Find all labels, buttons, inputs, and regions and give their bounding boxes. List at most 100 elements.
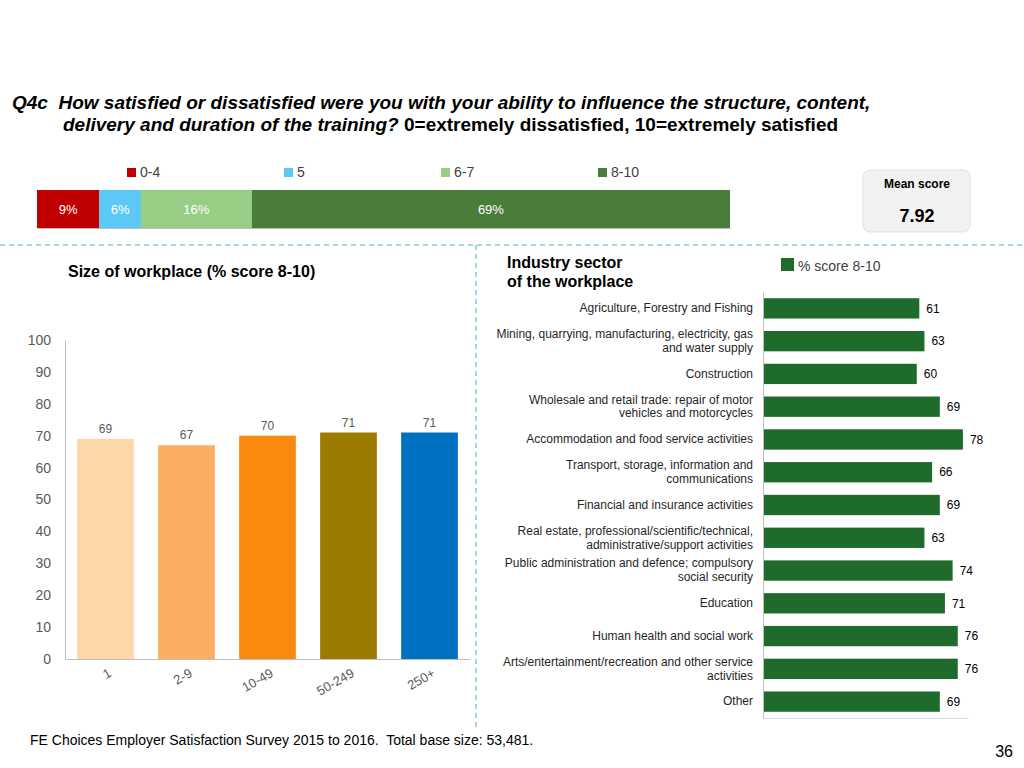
tick: 10 (35, 619, 65, 635)
text-line: Human health and social work (592, 629, 754, 643)
data-label: 16% (183, 202, 209, 217)
bars (77, 433, 458, 659)
tick: Other (723, 694, 763, 708)
bar (239, 436, 296, 659)
page-number: 36 (995, 743, 1013, 760)
data-label: 78 (970, 433, 984, 447)
tick: 60 (35, 460, 65, 476)
text-line: Real estate, professional/scientific/tec… (518, 524, 753, 538)
tick-label: Mining, quarrying, manufacturing, electr… (496, 327, 753, 355)
legend-label: 0-4 (140, 164, 160, 180)
text-line: of the workplace (507, 273, 633, 290)
tick-label: Construction (686, 367, 753, 381)
bar (320, 433, 377, 659)
tick-label: 50-249 (314, 665, 357, 698)
legend-label: 5 (297, 164, 305, 180)
data-label: 66 (939, 465, 953, 479)
text-line: Financial and insurance activities (577, 498, 753, 512)
bar (763, 560, 953, 580)
chart-title: Size of workplace (% score 8-10) (68, 263, 315, 280)
bar (763, 397, 940, 417)
tick-label: 1 (100, 665, 114, 682)
tick: 250+ (405, 659, 438, 693)
tick-label: Agriculture, Forestry and Fishing (580, 301, 753, 315)
data-labels: 6967707171 (99, 416, 437, 443)
bar (763, 429, 963, 449)
tick-label: Transport, storage, information andcommu… (566, 458, 753, 486)
tick: 1 (100, 659, 114, 682)
bar (401, 433, 458, 659)
data-label: 69 (947, 400, 961, 414)
bar (158, 445, 215, 659)
mean-score-value: 7.92 (899, 206, 934, 226)
axis-line (66, 659, 471, 660)
text-line: vehicles and motorcycles (619, 406, 753, 420)
data-label: 60 (924, 367, 938, 381)
legend-swatch (781, 258, 794, 271)
value-axis: 0102030405060708090100 (28, 332, 66, 667)
data-label: 6% (111, 202, 130, 217)
tick-label: 10 (35, 619, 51, 635)
data-label: 71 (952, 597, 966, 611)
text-line: administrative/support activities (586, 538, 753, 552)
tick: 100 (28, 332, 65, 348)
tick-label: 90 (35, 364, 51, 380)
separator (476, 245, 477, 728)
legend: % score 8-10 (781, 258, 881, 274)
bars (37, 190, 730, 228)
footnote: FE Choices Employer Satisfaction Survey … (30, 732, 533, 748)
axis-line (764, 718, 969, 719)
tick-label: 80 (35, 396, 51, 412)
data-label: 61 (926, 302, 940, 316)
text-line: and water supply (662, 341, 753, 355)
legend: 0-456-78-10 (127, 164, 639, 180)
legend-label: 8-10 (611, 164, 639, 180)
data-labels: 61636069786669637471767669 (924, 302, 984, 709)
mean-score-box (863, 170, 970, 232)
data-label: 76 (965, 662, 979, 676)
tick: Mining, quarrying, manufacturing, electr… (496, 327, 763, 355)
tick: 2-9 (171, 659, 195, 688)
tick: Construction (686, 367, 763, 381)
bar (763, 462, 932, 482)
mean-score-label: Mean score (884, 177, 950, 191)
tick: Wholesale and retail trade: repair of mo… (529, 393, 763, 421)
tick-label: Education (700, 596, 753, 610)
text-line: Education (700, 596, 753, 610)
data-label: 71 (342, 416, 356, 430)
tick-label: 2-9 (171, 665, 195, 687)
legend-label: % score 8-10 (798, 258, 881, 274)
axis-line (763, 293, 764, 719)
tick-label: 70 (35, 428, 51, 444)
data-label: 67 (180, 428, 194, 442)
bar (763, 495, 940, 515)
data-label: 9% (59, 202, 78, 217)
tick: Arts/entertainment/recreation and other … (503, 655, 763, 683)
tick-label: 100 (28, 332, 52, 348)
bar (141, 190, 252, 228)
tick: 30 (35, 555, 65, 571)
tick: Education (700, 596, 763, 610)
chart: 9%6%16%69%0-456-78-10 (37, 164, 731, 229)
question-id: Q4c (12, 92, 48, 113)
text-line: Mining, quarrying, manufacturing, electr… (496, 327, 753, 341)
tick-label: Accommodation and food service activitie… (526, 432, 753, 446)
tick: 50-249 (314, 659, 357, 699)
text-line: Transport, storage, information and (566, 458, 753, 472)
data-labels: 9% 6% 16% 69% (59, 202, 505, 217)
bar (763, 298, 919, 318)
text-line: Public administration and defence; compu… (505, 556, 753, 570)
bar (763, 659, 958, 679)
tick-label: 30 (35, 555, 51, 571)
bar (763, 364, 917, 384)
tick-label: Arts/entertainment/recreation and other … (503, 655, 753, 683)
scale-note: 0=extremely dissatisfied, 10=extremely s… (404, 114, 838, 135)
tick-label: 60 (35, 460, 51, 476)
legend-swatch (598, 168, 607, 177)
text-line: Accommodation and food service activitie… (526, 432, 753, 446)
tick: Agriculture, Forestry and Fishing (580, 301, 763, 315)
legend-swatch (284, 168, 293, 177)
data-label: 70 (261, 419, 275, 433)
data-label: 69% (478, 202, 504, 217)
tick-label: Financial and insurance activities (577, 498, 753, 512)
